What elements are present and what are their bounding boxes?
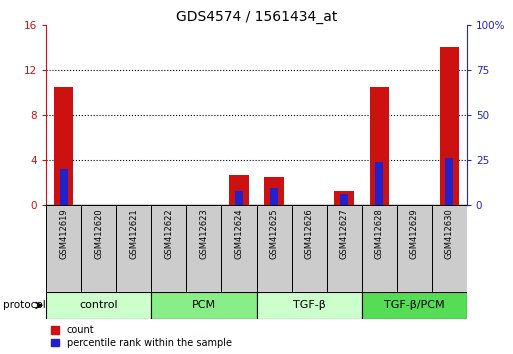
Bar [151,292,256,319]
Bar [369,87,389,205]
Bar [235,191,243,205]
Text: GSM412624: GSM412624 [234,208,244,258]
Text: TGF-β: TGF-β [293,300,325,310]
Text: GSM412626: GSM412626 [305,208,313,259]
Text: GSM412628: GSM412628 [374,208,384,259]
Bar [291,205,327,292]
Text: GSM412627: GSM412627 [340,208,349,259]
Bar [270,188,278,205]
Bar [445,158,453,205]
Text: GSM412630: GSM412630 [445,208,454,259]
Text: protocol: protocol [3,300,45,310]
Text: GSM412622: GSM412622 [164,208,173,258]
Bar [116,205,151,292]
Bar [222,205,256,292]
Title: GDS4574 / 1561434_at: GDS4574 / 1561434_at [176,10,337,24]
Bar [340,194,348,205]
Bar [229,175,249,205]
Text: GSM412625: GSM412625 [269,208,279,258]
Legend: count, percentile rank within the sample: count, percentile rank within the sample [51,325,231,348]
Bar [362,205,397,292]
Text: GSM412619: GSM412619 [59,208,68,258]
Bar [440,47,459,205]
Text: GSM412620: GSM412620 [94,208,103,258]
Bar [327,205,362,292]
Text: TGF-β/PCM: TGF-β/PCM [384,300,445,310]
Bar [60,169,68,205]
Bar [256,292,362,319]
Bar [397,205,432,292]
Bar [151,205,186,292]
Bar [46,205,81,292]
Bar [54,87,73,205]
Bar [334,191,354,205]
Bar [362,292,467,319]
Text: PCM: PCM [192,300,216,310]
Bar [432,205,467,292]
Bar [264,177,284,205]
Bar [81,205,116,292]
Text: GSM412621: GSM412621 [129,208,139,258]
Bar [376,162,383,205]
Text: control: control [80,300,118,310]
Text: GSM412629: GSM412629 [410,208,419,258]
Bar [256,205,291,292]
Text: GSM412623: GSM412623 [200,208,208,259]
Bar [46,292,151,319]
Bar [186,205,222,292]
